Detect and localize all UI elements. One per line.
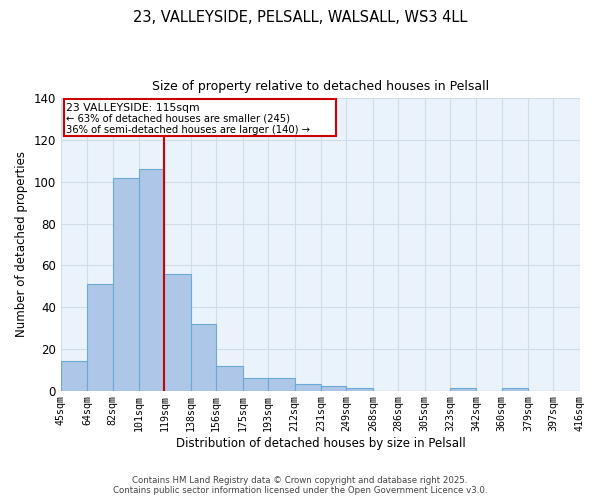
Bar <box>191 324 216 390</box>
Text: 36% of semi-detached houses are larger (140) →: 36% of semi-detached houses are larger (… <box>67 126 310 136</box>
Y-axis label: Number of detached properties: Number of detached properties <box>15 152 28 338</box>
X-axis label: Distribution of detached houses by size in Pelsall: Distribution of detached houses by size … <box>176 437 465 450</box>
Title: Size of property relative to detached houses in Pelsall: Size of property relative to detached ho… <box>152 80 489 93</box>
Bar <box>164 274 191 390</box>
Text: 23, VALLEYSIDE, PELSALL, WALSALL, WS3 4LL: 23, VALLEYSIDE, PELSALL, WALSALL, WS3 4L… <box>133 10 467 25</box>
Bar <box>243 378 268 390</box>
Text: 23 VALLEYSIDE: 115sqm: 23 VALLEYSIDE: 115sqm <box>67 102 200 113</box>
Bar <box>61 362 88 390</box>
Bar <box>216 366 243 390</box>
Bar <box>502 388 528 390</box>
Bar <box>113 178 139 390</box>
Bar <box>64 100 337 136</box>
Text: ← 63% of detached houses are smaller (245): ← 63% of detached houses are smaller (24… <box>67 114 290 124</box>
Bar <box>450 388 476 390</box>
Bar <box>268 378 295 390</box>
Bar <box>346 388 373 390</box>
Text: Contains HM Land Registry data © Crown copyright and database right 2025.
Contai: Contains HM Land Registry data © Crown c… <box>113 476 487 495</box>
Bar <box>139 170 164 390</box>
Bar <box>295 384 321 390</box>
Bar <box>321 386 346 390</box>
Bar <box>88 284 113 391</box>
